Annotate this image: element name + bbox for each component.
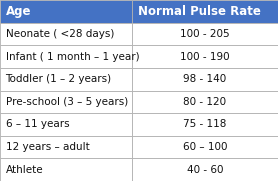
Text: 60 – 100: 60 – 100	[183, 142, 227, 152]
Text: 12 years – adult: 12 years – adult	[6, 142, 89, 152]
Text: Normal Pulse Rate: Normal Pulse Rate	[138, 5, 260, 18]
Text: 75 - 118: 75 - 118	[183, 119, 227, 129]
Text: Age: Age	[6, 5, 31, 18]
Bar	[0, 23, 132, 45]
Bar	[132, 136, 278, 158]
Bar	[132, 0, 278, 23]
Bar	[132, 68, 278, 90]
Text: Neonate ( <28 days): Neonate ( <28 days)	[6, 29, 114, 39]
Text: Toddler (1 – 2 years): Toddler (1 – 2 years)	[6, 74, 112, 84]
Text: Pre-school (3 – 5 years): Pre-school (3 – 5 years)	[6, 97, 128, 107]
Bar	[132, 113, 278, 136]
Bar	[0, 0, 132, 23]
Bar	[132, 158, 278, 181]
Text: 100 - 205: 100 - 205	[180, 29, 230, 39]
Bar	[0, 45, 132, 68]
Bar	[132, 23, 278, 45]
Bar	[0, 68, 132, 90]
Text: 6 – 11 years: 6 – 11 years	[6, 119, 69, 129]
Text: Infant ( 1 month – 1 year): Infant ( 1 month – 1 year)	[6, 52, 139, 62]
Text: 80 - 120: 80 - 120	[183, 97, 227, 107]
Bar	[132, 45, 278, 68]
Text: 98 - 140: 98 - 140	[183, 74, 227, 84]
Bar	[0, 90, 132, 113]
Text: 40 - 60: 40 - 60	[187, 165, 223, 175]
Bar	[0, 136, 132, 158]
Bar	[0, 113, 132, 136]
Text: Athlete: Athlete	[6, 165, 43, 175]
Bar	[132, 90, 278, 113]
Text: 100 - 190: 100 - 190	[180, 52, 230, 62]
Bar	[0, 158, 132, 181]
